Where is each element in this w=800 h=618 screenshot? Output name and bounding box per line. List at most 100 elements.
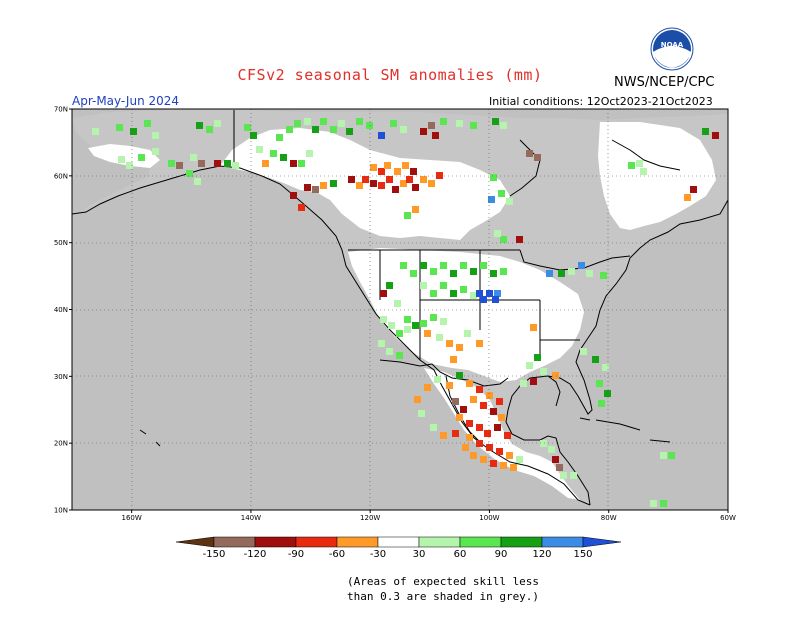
anomaly-cell	[414, 396, 421, 403]
anomaly-cell	[430, 424, 437, 431]
anomaly-cell	[348, 176, 355, 183]
anomaly-cell	[496, 398, 503, 405]
agency-label: NWS/NCEP/CPC	[614, 75, 715, 90]
colorbar-label: -120	[244, 549, 267, 560]
anomaly-cell	[356, 118, 363, 125]
anomaly-cell	[470, 452, 477, 459]
anomaly-cell	[586, 270, 593, 277]
anomaly-cell	[510, 464, 517, 471]
colorbar-bin	[336, 536, 379, 548]
anomaly-cell	[304, 184, 311, 191]
lon-tick-label: 160W	[121, 514, 141, 522]
lat-tick-label: 50N	[54, 239, 68, 247]
colorbar-label: 150	[573, 549, 592, 560]
anomaly-cell	[466, 380, 473, 387]
anomaly-cell	[152, 132, 159, 139]
anomaly-cell	[116, 124, 123, 131]
colorbar-label: -60	[329, 549, 345, 560]
anomaly-cell	[492, 118, 499, 125]
anomaly-cell	[262, 160, 269, 167]
anomaly-cell	[552, 372, 559, 379]
noaa-logo: NOAA	[650, 27, 694, 71]
anomaly-cell	[684, 194, 691, 201]
anomaly-cell	[312, 186, 319, 193]
anomaly-cell	[446, 340, 453, 347]
lon-tick-label: 80W	[601, 514, 617, 522]
anomaly-cell	[568, 268, 575, 275]
anomaly-cell	[394, 300, 401, 307]
anomaly-cell	[558, 270, 565, 277]
lat-tick-label: 40N	[54, 306, 68, 314]
anomaly-cell	[476, 290, 483, 297]
anomaly-cell	[476, 440, 483, 447]
anomaly-cell	[390, 120, 397, 127]
anomaly-cell	[346, 128, 353, 135]
anomaly-cell	[338, 120, 345, 127]
anomaly-cell	[392, 186, 399, 193]
anomaly-cell	[404, 316, 411, 323]
anomaly-cell	[418, 410, 425, 417]
colorbar-label: 120	[532, 549, 551, 560]
colorbar-label: -150	[203, 549, 226, 560]
anomaly-cell	[384, 162, 391, 169]
anomaly-cell	[486, 290, 493, 297]
anomaly-cell	[168, 160, 175, 167]
noaa-logo-text: NOAA	[661, 41, 684, 49]
anomaly-cell	[450, 356, 457, 363]
anomaly-cell	[546, 270, 553, 277]
anomaly-cell	[470, 122, 477, 129]
anomaly-cell	[428, 122, 435, 129]
anomaly-cell	[466, 420, 473, 427]
lat-tick-label: 10N	[54, 507, 68, 515]
anomaly-cell	[224, 160, 231, 167]
anomaly-cell	[330, 180, 337, 187]
colorbar-bin	[213, 536, 256, 548]
anomaly-cell	[388, 322, 395, 329]
anomaly-cell	[490, 270, 497, 277]
anomaly-cell	[92, 128, 99, 135]
anomaly-cell	[380, 290, 387, 297]
anomaly-cell	[660, 452, 667, 459]
colorbar-min-arrow	[175, 536, 215, 548]
anomaly-cell	[526, 362, 533, 369]
anomaly-cell	[484, 430, 491, 437]
anomaly-cell	[500, 122, 507, 129]
anomaly-cell	[394, 168, 401, 175]
anomaly-cell	[488, 196, 495, 203]
anomaly-cell	[628, 162, 635, 169]
anomaly-cell	[298, 160, 305, 167]
anomaly-cell	[476, 340, 483, 347]
anomaly-cell	[460, 406, 467, 413]
anomaly-cell	[404, 326, 411, 333]
anomaly-cell	[320, 118, 327, 125]
anomaly-cell	[244, 124, 251, 131]
anomaly-cell	[126, 162, 133, 169]
anomaly-cell	[404, 212, 411, 219]
anomaly-cell	[598, 400, 605, 407]
anomaly-cell	[556, 464, 563, 471]
anomaly-cell	[500, 236, 507, 243]
anomaly-cell	[194, 178, 201, 185]
anomaly-cell	[600, 272, 607, 279]
anomaly-cell	[592, 356, 599, 363]
anomaly-cell	[494, 424, 501, 431]
anomaly-cell	[270, 150, 277, 157]
anomaly-cell	[668, 452, 675, 459]
anomaly-cell	[480, 456, 487, 463]
anomaly-cell	[604, 390, 611, 397]
anomaly-cell	[500, 462, 507, 469]
anomaly-cell	[436, 172, 443, 179]
anomaly-cell	[466, 434, 473, 441]
anomaly-cell	[452, 430, 459, 437]
anomaly-cell	[440, 118, 447, 125]
anomaly-cell	[420, 282, 427, 289]
colorbar-bin	[418, 536, 461, 548]
colorbar-label: -90	[288, 549, 304, 560]
anomaly-cell	[370, 180, 377, 187]
anomaly-cell	[378, 168, 385, 175]
anomaly-cell	[386, 176, 393, 183]
anomaly-cell	[232, 162, 239, 169]
colorbar-bin	[541, 536, 584, 548]
lat-tick-label: 30N	[54, 373, 68, 381]
